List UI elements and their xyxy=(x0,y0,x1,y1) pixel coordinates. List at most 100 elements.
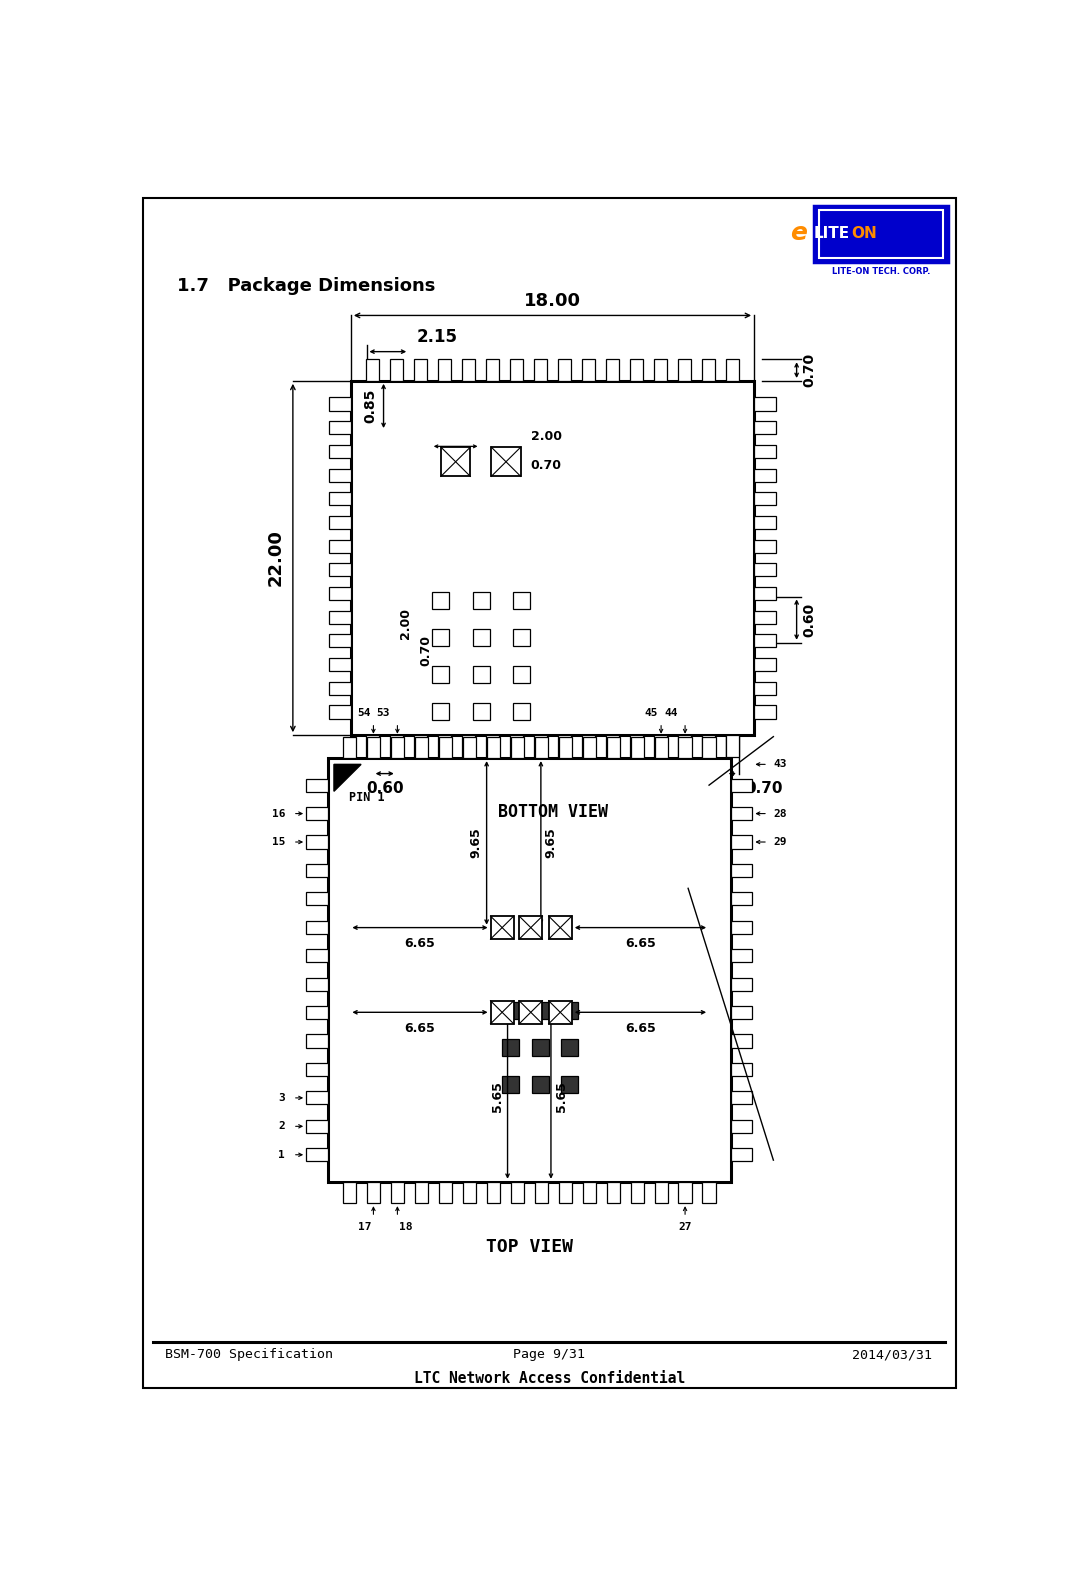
Bar xyxy=(306,1063,328,1075)
Bar xyxy=(415,1182,428,1203)
Bar xyxy=(754,705,776,719)
Bar xyxy=(391,1182,404,1203)
Bar xyxy=(654,735,667,757)
Bar xyxy=(486,735,500,757)
Bar xyxy=(731,1119,753,1134)
Bar xyxy=(582,736,596,758)
Text: 6.65: 6.65 xyxy=(404,937,435,950)
Text: BSM-700 Specification: BSM-700 Specification xyxy=(165,1349,333,1361)
Bar xyxy=(462,360,475,382)
Bar xyxy=(491,447,521,476)
Bar xyxy=(607,736,620,758)
Bar xyxy=(726,360,739,382)
Text: 5.65: 5.65 xyxy=(555,1082,568,1113)
Bar xyxy=(513,666,530,683)
Bar xyxy=(441,447,471,476)
Bar xyxy=(731,950,753,962)
Bar xyxy=(391,736,404,758)
Bar xyxy=(328,758,731,1182)
Bar xyxy=(726,735,739,757)
Bar xyxy=(731,1035,753,1047)
Bar xyxy=(306,950,328,962)
Bar xyxy=(679,1182,691,1203)
Bar xyxy=(557,360,571,382)
Bar xyxy=(679,736,691,758)
Text: 9.65: 9.65 xyxy=(470,827,482,859)
Bar xyxy=(414,360,428,382)
Text: 6.65: 6.65 xyxy=(625,1022,656,1035)
Text: 5.65: 5.65 xyxy=(491,1082,504,1113)
Bar xyxy=(473,666,490,683)
Bar xyxy=(329,540,351,553)
Bar xyxy=(491,1000,513,1024)
Bar xyxy=(606,735,619,757)
Bar xyxy=(329,611,351,623)
Bar xyxy=(754,587,776,600)
Bar xyxy=(559,1182,571,1203)
Bar xyxy=(549,915,571,939)
Text: 16: 16 xyxy=(271,809,285,818)
Bar xyxy=(754,444,776,458)
Bar xyxy=(630,735,643,757)
Bar xyxy=(306,864,328,878)
Bar xyxy=(678,735,691,757)
Bar xyxy=(329,397,351,410)
Bar xyxy=(463,736,476,758)
Bar xyxy=(606,360,619,382)
Bar xyxy=(731,1148,753,1162)
Bar xyxy=(754,540,776,553)
Bar xyxy=(306,835,328,848)
Bar xyxy=(815,206,948,262)
Text: 28: 28 xyxy=(773,809,787,818)
Text: 3: 3 xyxy=(279,1093,285,1102)
Bar xyxy=(754,397,776,410)
Bar xyxy=(731,1063,753,1075)
Bar xyxy=(502,1075,519,1093)
Bar xyxy=(630,1182,643,1203)
Bar xyxy=(329,468,351,482)
Bar xyxy=(390,360,403,382)
Text: 0.70: 0.70 xyxy=(531,458,562,473)
Text: ON: ON xyxy=(851,226,877,242)
Bar xyxy=(367,1182,379,1203)
Bar xyxy=(473,630,490,645)
Bar xyxy=(510,735,523,757)
Text: 27: 27 xyxy=(679,1221,691,1232)
Text: 45: 45 xyxy=(644,708,658,717)
Bar xyxy=(630,360,643,382)
Bar xyxy=(510,736,524,758)
Text: 18.00: 18.00 xyxy=(524,292,581,309)
Bar xyxy=(754,564,776,576)
Bar xyxy=(557,735,571,757)
Text: 1: 1 xyxy=(279,1149,285,1160)
Bar xyxy=(343,1182,356,1203)
Text: 17: 17 xyxy=(358,1221,372,1232)
Bar xyxy=(329,421,351,435)
Bar xyxy=(306,892,328,906)
Bar xyxy=(367,735,379,757)
Bar xyxy=(367,736,379,758)
Bar xyxy=(754,421,776,435)
Bar xyxy=(559,736,571,758)
Bar xyxy=(329,517,351,529)
Text: 53: 53 xyxy=(376,708,390,717)
Bar xyxy=(367,360,379,382)
Text: 44: 44 xyxy=(665,708,678,717)
Bar xyxy=(534,735,547,757)
Bar xyxy=(329,705,351,719)
Bar xyxy=(754,517,776,529)
Bar xyxy=(549,1000,571,1024)
Bar xyxy=(731,892,753,906)
Bar xyxy=(491,915,513,939)
Text: 1.7   Package Dimensions: 1.7 Package Dimensions xyxy=(177,276,435,295)
Bar xyxy=(306,978,328,991)
Bar xyxy=(462,735,475,757)
Bar xyxy=(655,1182,668,1203)
Text: PIN 1: PIN 1 xyxy=(349,791,385,804)
Bar xyxy=(306,779,328,791)
Bar xyxy=(754,658,776,670)
Bar xyxy=(306,807,328,820)
Bar xyxy=(390,735,403,757)
Bar xyxy=(532,1075,549,1093)
Bar xyxy=(487,1182,500,1203)
